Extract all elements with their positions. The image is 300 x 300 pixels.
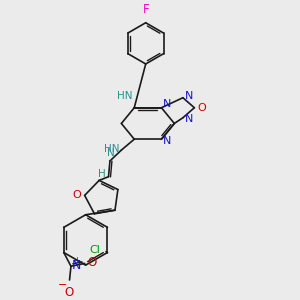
Text: +: +	[73, 256, 80, 265]
Text: N: N	[71, 259, 81, 272]
Text: N: N	[185, 91, 194, 101]
Text: N: N	[185, 115, 194, 124]
Text: O: O	[197, 103, 206, 113]
Text: N: N	[163, 99, 172, 109]
Text: Cl: Cl	[89, 245, 100, 255]
Text: F: F	[142, 4, 149, 16]
Text: O: O	[64, 286, 74, 299]
Text: O: O	[73, 190, 81, 200]
Text: H: H	[98, 169, 106, 179]
Text: N: N	[163, 136, 172, 146]
Text: N: N	[106, 148, 114, 158]
Text: O: O	[88, 256, 97, 269]
Text: HN: HN	[104, 144, 120, 154]
Text: HN: HN	[117, 91, 133, 101]
Text: −: −	[58, 280, 68, 290]
